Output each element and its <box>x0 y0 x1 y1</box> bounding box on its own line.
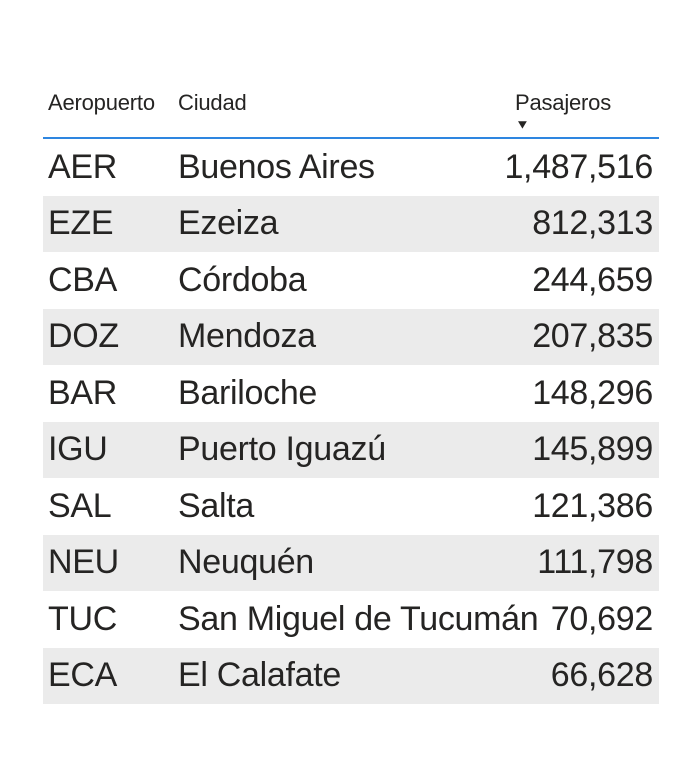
passengers-cell: 145,899 <box>532 430 653 469</box>
column-header-ciudad[interactable]: Ciudad <box>178 90 247 115</box>
airport-code-cell: EZE <box>48 204 114 243</box>
column-headers-row: Aeropuerto Ciudad Pasajeros ▼ <box>43 86 659 139</box>
city-cell: Mendoza <box>178 317 316 356</box>
airport-code-cell: NEU <box>48 543 119 582</box>
column-header-pasajeros[interactable]: Pasajeros ▼ <box>515 88 659 137</box>
table-row[interactable]: SAL Salta 121,386 <box>43 478 659 535</box>
passengers-cell: 66,628 <box>550 656 654 695</box>
column-header-pasajeros-label: Pasajeros ▼ <box>515 88 611 133</box>
table-row[interactable]: EZE Ezeiza 812,313 <box>43 195 659 252</box>
table-row[interactable]: BAR Bariloche 148,296 <box>43 365 659 422</box>
passengers-cell: 244,659 <box>532 260 653 299</box>
table-row[interactable]: IGU Puerto Iguazú 145,899 <box>43 421 659 478</box>
passengers-cell: 1,487,516 <box>504 147 653 186</box>
airport-code-cell: TUC <box>48 599 117 638</box>
airport-code-cell: DOZ <box>48 317 119 356</box>
column-header-pasajeros-text: Pasajeros <box>514 90 611 115</box>
airport-code-cell: BAR <box>48 373 118 412</box>
passengers-cell: 812,313 <box>532 204 653 243</box>
airport-code-cell: IGU <box>48 430 108 469</box>
airport-code-cell: ECA <box>48 656 118 695</box>
table-row[interactable]: TUC San Miguel de Tucumán 70,692 <box>43 591 659 648</box>
table-row[interactable]: NEU Neuquén 111,798 <box>43 534 659 591</box>
column-header-aeropuerto[interactable]: Aeropuerto <box>48 90 155 115</box>
passengers-cell: 121,386 <box>532 486 653 525</box>
airport-code-cell: CBA <box>48 260 118 299</box>
passengers-cell: 148,296 <box>532 373 653 412</box>
table-row[interactable]: ECA El Calafate 66,628 <box>43 647 659 704</box>
city-cell: Bariloche <box>178 373 318 412</box>
city-cell: Salta <box>178 486 254 525</box>
table-row[interactable]: AER Buenos Aires 1,487,516 <box>43 139 659 196</box>
passengers-cell: 70,692 <box>550 599 654 638</box>
passengers-cell: 207,835 <box>532 317 653 356</box>
city-cell: Ezeiza <box>178 204 279 243</box>
passengers-table-visual: Aeropuerto Ciudad Pasajeros ▼ AER Buenos… <box>43 86 659 704</box>
city-cell: El Calafate <box>178 656 342 695</box>
airport-code-cell: SAL <box>48 486 112 525</box>
city-cell: San Miguel de Tucumán <box>178 599 539 638</box>
airport-code-cell: AER <box>48 147 118 186</box>
city-cell: Buenos Aires <box>178 147 375 186</box>
passengers-cell: 111,798 <box>537 543 653 582</box>
city-cell: Puerto Iguazú <box>178 430 386 469</box>
table-row[interactable]: CBA Córdoba 244,659 <box>43 252 659 309</box>
sort-descending-icon: ▼ <box>514 117 530 132</box>
table-row[interactable]: DOZ Mendoza 207,835 <box>43 308 659 365</box>
city-cell: Neuquén <box>178 543 314 582</box>
city-cell: Córdoba <box>178 260 307 299</box>
